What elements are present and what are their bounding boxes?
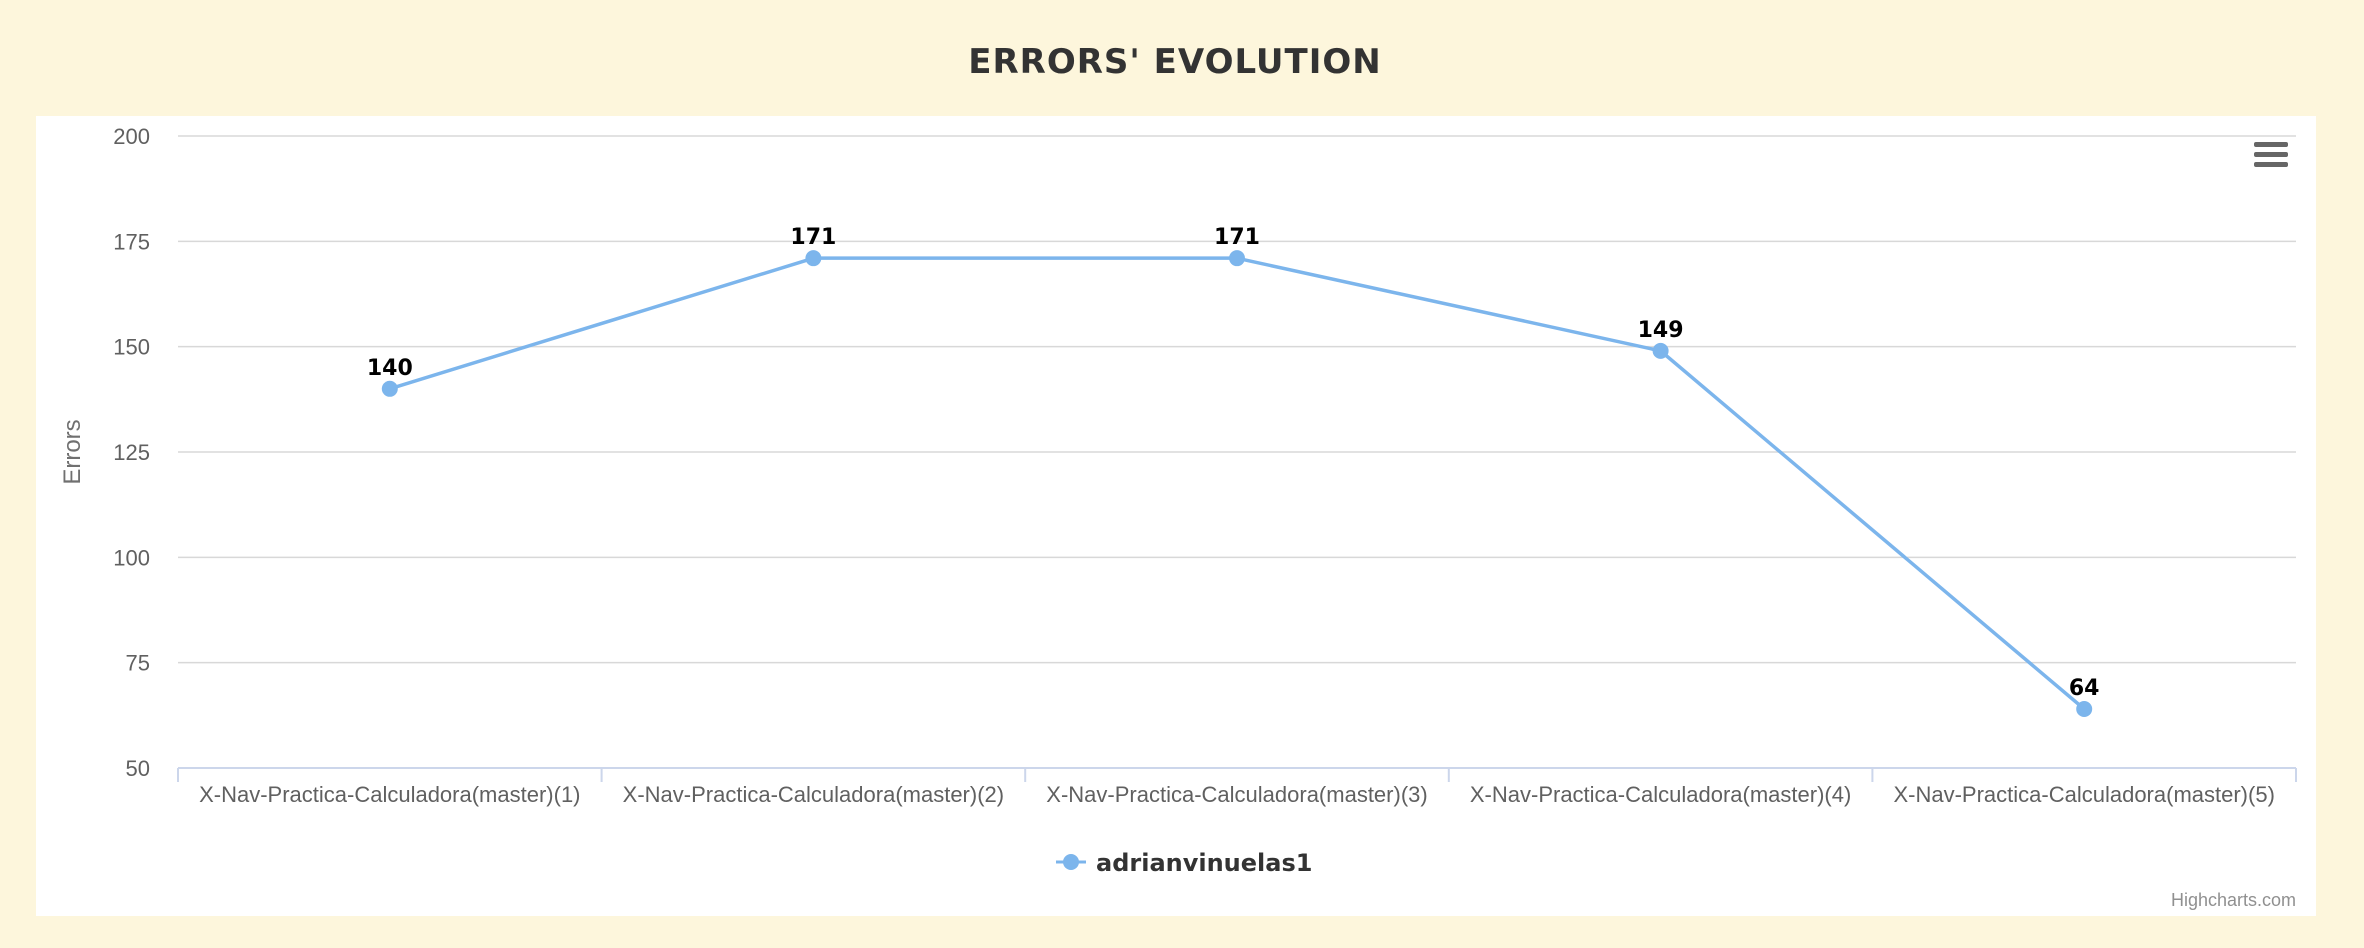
x-tick-label-2: X-Nav-Practica-Calculadora(master)(2) <box>623 782 1004 807</box>
data-label-3: 171 <box>1214 225 1260 250</box>
menu-bar-top <box>2254 142 2288 147</box>
data-label-5: 64 <box>2069 676 2100 701</box>
errors-line-chart: 50 75 100 125 150 175 200 X-Nav-Practica-Calcu… <box>59 124 2297 910</box>
x-axis <box>177 767 2297 782</box>
grid-lines <box>178 135 2296 664</box>
data-point-3[interactable] <box>1229 250 1245 267</box>
series-adrianvinuelas1 <box>381 250 2093 718</box>
legend-symbol-marker <box>1063 854 1079 870</box>
y-tick-label-150: 150 <box>113 335 150 360</box>
data-label-2: 171 <box>790 225 836 250</box>
series-line-adrianvinuelas1 <box>388 256 2086 711</box>
x-tick-label-4: X-Nav-Practica-Calculadora(master)(4) <box>1470 782 1851 807</box>
chart-container: 50 75 100 125 150 175 200 X-Nav-Practica-Calcu… <box>36 116 2316 916</box>
data-point-2[interactable] <box>805 250 822 267</box>
credits-link[interactable]: Highcharts.com <box>2171 890 2296 910</box>
y-tick-label-175: 175 <box>113 229 150 254</box>
y-axis-title: Errors <box>59 419 86 484</box>
y-tick-label-200: 200 <box>113 124 150 149</box>
menu-bar-bottom <box>2254 162 2288 167</box>
y-tick-label-75: 75 <box>126 651 150 676</box>
data-label-1: 140 <box>367 356 413 381</box>
x-axis-ticks: X-Nav-Practica-Calculadora(master)(1) X-N… <box>199 782 2275 807</box>
hamburger-menu-icon[interactable] <box>2254 142 2288 167</box>
data-labels: 140 171 171 149 64 <box>367 225 2100 701</box>
page-title: ERRORS' EVOLUTION <box>968 42 1382 82</box>
data-point-1[interactable] <box>381 380 398 397</box>
legend[interactable]: adrianvinuelas1 <box>1056 849 1312 877</box>
y-tick-label-125: 125 <box>113 440 150 465</box>
data-point-5[interactable] <box>2076 701 2093 718</box>
legend-item-adrianvinuelas1[interactable]: adrianvinuelas1 <box>1096 849 1312 877</box>
y-tick-label-100: 100 <box>113 545 150 570</box>
data-label-4: 149 <box>1638 318 1684 343</box>
data-point-4[interactable] <box>1652 342 1669 359</box>
x-tick-label-5: X-Nav-Practica-Calculadora(master)(5) <box>1893 782 2274 807</box>
y-tick-label-50: 50 <box>126 756 150 781</box>
x-tick-label-1: X-Nav-Practica-Calculadora(master)(1) <box>199 782 580 807</box>
menu-bar-middle <box>2254 152 2288 157</box>
y-axis-ticks: 50 75 100 125 150 175 200 <box>113 124 150 781</box>
x-tick-label-3: X-Nav-Practica-Calculadora(master)(3) <box>1046 782 1427 807</box>
